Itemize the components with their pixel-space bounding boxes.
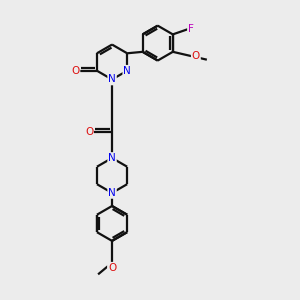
- Text: N: N: [108, 188, 116, 198]
- Text: O: O: [71, 66, 80, 76]
- Text: O: O: [108, 263, 116, 273]
- Text: N: N: [123, 66, 131, 76]
- Text: F: F: [188, 24, 194, 34]
- Text: O: O: [85, 127, 93, 137]
- Text: O: O: [192, 51, 200, 61]
- Text: N: N: [108, 153, 116, 163]
- Text: N: N: [108, 74, 116, 85]
